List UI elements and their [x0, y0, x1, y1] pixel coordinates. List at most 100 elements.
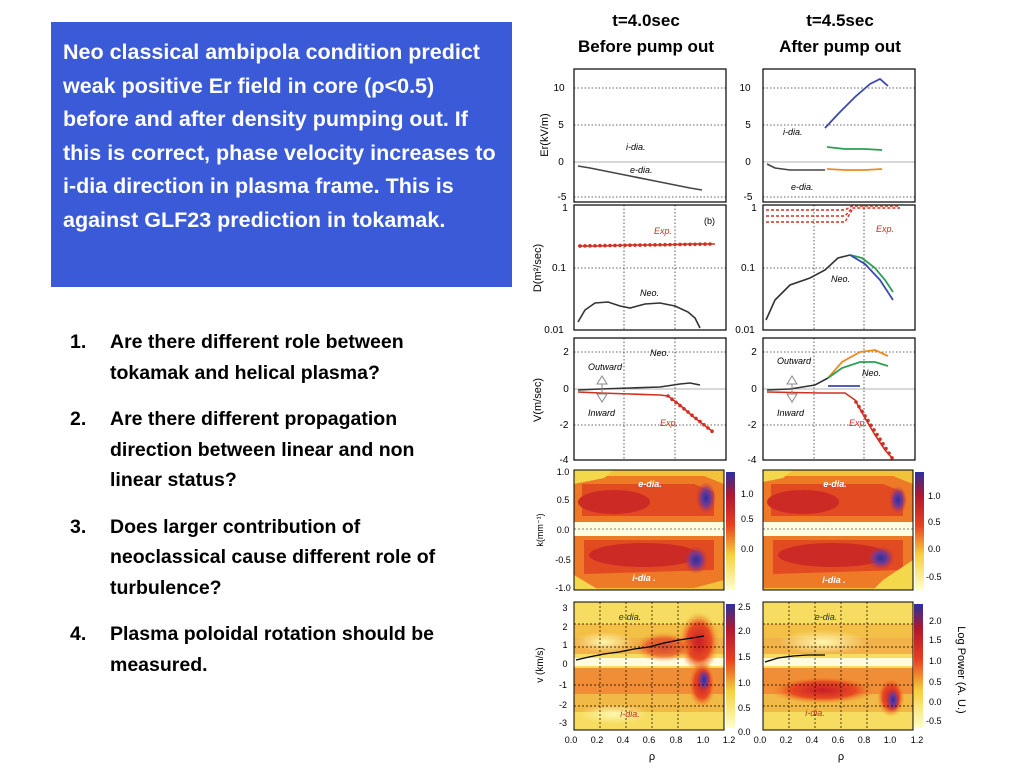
k-spectrum-right: e-dia. i-dia . 1.0 0.5 0.0 -0.5 [762, 469, 942, 591]
v-tick: 2 [563, 347, 569, 358]
exp-marker [638, 243, 642, 247]
summary-box: Neo classical ambipola condition predict… [51, 22, 512, 287]
er-panel-right: i-dia. e-dia. 10 5 0 -5 [739, 68, 916, 203]
exp-marker [854, 400, 858, 404]
outward-label: Outward [777, 356, 812, 366]
d-tick: 0.01 [544, 325, 564, 336]
e-dia-map-label: e-dia. [619, 612, 642, 622]
rho-tick: 0.4 [617, 735, 630, 745]
rho-tick: 1.0 [697, 735, 710, 745]
question-list: 1. Are there different role between tokam… [70, 327, 460, 696]
rho-tick: 0.8 [858, 735, 871, 745]
exp-label: Exp. [654, 226, 672, 236]
exp-marker [884, 446, 888, 451]
column-header-before: t=4.0sec Before pump out [556, 8, 736, 60]
vph-tick: -1 [559, 680, 567, 690]
v-axis-label: V(m/sec) [532, 378, 544, 422]
cbar-tick: -0.5 [926, 716, 942, 726]
rho-axis-left: 0.0 0.2 0.4 0.6 0.8 1.0 1.2 ρ [565, 735, 736, 763]
exp-marker [643, 243, 647, 247]
i-dia-map-label: i-dia . [632, 573, 656, 583]
exp-marker [583, 244, 587, 248]
i-dia-label: i-dia. [626, 142, 646, 152]
er-tick: -5 [744, 192, 753, 203]
rho-tick: 1.2 [723, 735, 736, 745]
v-tick: -2 [748, 420, 757, 431]
d-tick: 0.01 [735, 325, 755, 336]
k-spectrum-left: e-dia. i-dia . 1.0 0.5 0.0 -0.5 -1.0 k(m… [535, 467, 754, 593]
er-tick: 5 [745, 120, 751, 131]
v-tick: -4 [560, 455, 569, 466]
exp-marker [593, 243, 597, 248]
rho-tick: 1.2 [911, 735, 924, 745]
exp-marker [708, 242, 712, 246]
vph-tick: 2 [562, 622, 567, 632]
exp-marker [663, 242, 667, 247]
exp-marker [674, 400, 678, 405]
exp-marker [878, 437, 882, 442]
v-tick: 0 [751, 384, 757, 395]
exp-marker [872, 428, 876, 432]
exp-marker [668, 242, 672, 247]
question-number: 4. [70, 623, 87, 645]
cbar-tick: 1.0 [738, 678, 751, 688]
rho-tick: 0.6 [832, 735, 845, 745]
exp-marker [613, 243, 617, 248]
vph-axis-label: v (km/s) [535, 647, 546, 683]
rho-tick: 0.4 [806, 735, 819, 745]
exp-marker [670, 397, 674, 402]
er-tick: 0 [558, 157, 564, 168]
exp-marker [628, 243, 632, 248]
rho-axis-label: ρ [838, 751, 844, 763]
er-tick: -5 [558, 192, 567, 203]
exp-marker [598, 243, 602, 248]
panel-b-label: (b) [704, 216, 715, 226]
question-text: Are there different role between tokamak… [110, 331, 404, 384]
cbar-tick: 0.0 [741, 544, 754, 554]
er-panel-left: i-dia. e-dia. 10 5 0 -5 Er(kV/m) [539, 68, 727, 203]
exp-marker [698, 419, 702, 424]
vph-tick: -2 [559, 700, 567, 710]
cbar-tick: 0.0 [928, 544, 941, 554]
rho-tick: 0.6 [643, 735, 656, 745]
e-dia-label: e-dia. [630, 165, 653, 175]
exp-marker [688, 242, 692, 247]
d-tick: 1 [751, 203, 757, 214]
exp-marker [869, 423, 873, 428]
cbar-tick: 1.5 [929, 635, 942, 645]
exp-marker [887, 451, 891, 455]
e-dia-map-label: e-dia. [823, 479, 847, 489]
exp-marker [703, 242, 707, 246]
exp-marker [603, 243, 607, 248]
exp-marker [866, 418, 870, 423]
exp-label: Exp. [660, 418, 678, 428]
vph-tick: 0 [562, 659, 567, 669]
exp-marker [648, 243, 652, 247]
cbar-tick: 1.5 [738, 652, 751, 662]
cbar-tick: 2.0 [929, 616, 942, 626]
rho-axis-right: 0.0 0.2 0.4 0.6 0.8 1.0 1.2 ρ [754, 735, 924, 763]
cbar-tick: 2.0 [738, 626, 751, 636]
question-number: 1. [70, 331, 87, 353]
d-tick: 1 [562, 203, 568, 214]
exp-marker [693, 242, 697, 247]
column-header-after: t=4.5sec After pump out [750, 8, 930, 60]
d-panel-left: Exp. Neo. (b) 1 0.1 0.01 D(m²/sec) [532, 203, 727, 336]
rho-axis-label: ρ [649, 751, 655, 763]
v-tick: 0 [563, 384, 569, 395]
question-number: 3. [70, 515, 87, 538]
inward-label: Inward [777, 408, 805, 418]
d-axis-label: D(m²/sec) [532, 244, 544, 292]
neo-label: Neo. [862, 368, 881, 378]
question-text: Does larger contribution of neoclassical… [110, 515, 436, 599]
cbar-tick: 0.0 [738, 727, 751, 737]
vph-tick: 1 [562, 640, 567, 650]
vph-tick: 3 [562, 603, 567, 613]
d-tick: 0.1 [741, 263, 755, 274]
inward-label: Inward [588, 408, 616, 418]
i-dia-map-label: i-dia. [620, 709, 640, 719]
rho-tick: 1.0 [884, 735, 897, 745]
column-label: Before pump out [578, 37, 714, 56]
rho-tick: 0.2 [780, 735, 793, 745]
